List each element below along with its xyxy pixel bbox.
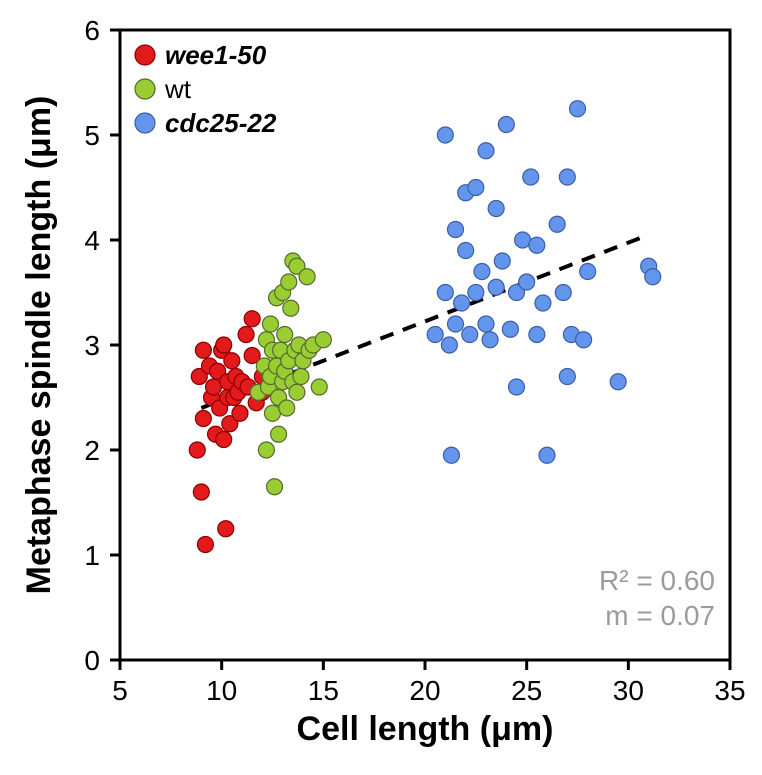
data-point <box>271 426 287 442</box>
data-point <box>195 411 211 427</box>
data-point <box>448 222 464 238</box>
x-tick-label: 10 <box>206 675 237 706</box>
data-point <box>224 353 240 369</box>
data-point <box>519 274 535 290</box>
slope-label: m = 0.07 <box>605 600 715 631</box>
data-point <box>502 321 518 337</box>
data-point <box>454 295 470 311</box>
data-point <box>529 327 545 343</box>
data-point <box>529 237 545 253</box>
legend-label: cdc25-22 <box>165 108 277 138</box>
legend-marker <box>135 113 155 133</box>
data-point <box>478 143 494 159</box>
data-point <box>283 300 299 316</box>
data-point <box>216 432 232 448</box>
y-tick-label: 6 <box>84 15 100 46</box>
data-point <box>498 117 514 133</box>
data-point <box>218 521 234 537</box>
data-point <box>311 379 327 395</box>
data-point <box>488 201 504 217</box>
data-point <box>441 337 457 353</box>
data-point <box>299 269 315 285</box>
data-point <box>193 484 209 500</box>
data-point <box>555 285 571 301</box>
data-point <box>468 285 484 301</box>
data-point <box>437 127 453 143</box>
y-axis-label: Metaphase spindle length (μm) <box>20 96 58 595</box>
data-point <box>610 374 626 390</box>
x-tick-label: 25 <box>511 675 542 706</box>
data-point <box>570 101 586 117</box>
data-point <box>277 327 293 343</box>
data-point <box>427 327 443 343</box>
legend-marker <box>135 45 155 65</box>
legend-marker <box>135 79 155 99</box>
x-axis-label: Cell length (μm) <box>297 710 554 748</box>
data-point <box>458 243 474 259</box>
data-point <box>488 279 504 295</box>
data-point <box>549 216 565 232</box>
data-point <box>494 253 510 269</box>
data-point <box>267 479 283 495</box>
y-tick-label: 2 <box>84 435 100 466</box>
data-point <box>468 180 484 196</box>
data-point <box>244 311 260 327</box>
data-point <box>265 405 281 421</box>
r-squared-label: R² = 0.60 <box>599 565 715 596</box>
scatter-chart: 5 10 15 20 25 30 35 0 1 2 3 4 5 6 Cell length (μm) Meta… <box>0 0 762 775</box>
data-point <box>289 384 305 400</box>
y-tick-label: 1 <box>84 540 100 571</box>
data-point <box>232 405 248 421</box>
x-tick-label: 5 <box>112 675 128 706</box>
data-point <box>482 332 498 348</box>
data-point <box>238 327 254 343</box>
x-tick-label: 35 <box>714 675 745 706</box>
y-tick-label: 5 <box>84 120 100 151</box>
data-point <box>293 369 309 385</box>
chart-svg: 5 10 15 20 25 30 35 0 1 2 3 4 5 6 Cell length (μm) Meta… <box>0 0 762 775</box>
legend-label: wee1-50 <box>165 40 267 70</box>
data-point <box>580 264 596 280</box>
data-point <box>189 442 205 458</box>
y-tick-label: 3 <box>84 330 100 361</box>
data-point <box>195 342 211 358</box>
data-point <box>535 295 551 311</box>
data-point <box>197 537 213 553</box>
data-point <box>281 274 297 290</box>
data-point <box>279 400 295 416</box>
data-point <box>206 379 222 395</box>
data-point <box>539 447 555 463</box>
data-point <box>576 332 592 348</box>
data-point <box>559 369 575 385</box>
y-tick-label: 4 <box>84 225 100 256</box>
data-point <box>509 379 525 395</box>
data-point <box>462 327 478 343</box>
data-point <box>645 269 661 285</box>
x-tick-label: 15 <box>308 675 339 706</box>
data-point <box>448 316 464 332</box>
data-point <box>523 169 539 185</box>
data-point <box>559 169 575 185</box>
data-point <box>474 264 490 280</box>
data-point <box>437 285 453 301</box>
legend-label: wt <box>164 74 192 104</box>
x-tick-label: 30 <box>613 675 644 706</box>
y-tick-label: 0 <box>84 645 100 676</box>
x-tick-label: 20 <box>409 675 440 706</box>
data-point <box>216 337 232 353</box>
data-point <box>443 447 459 463</box>
data-point <box>478 316 494 332</box>
data-point <box>315 332 331 348</box>
data-point <box>258 442 274 458</box>
data-point <box>262 316 278 332</box>
data-point <box>515 232 531 248</box>
